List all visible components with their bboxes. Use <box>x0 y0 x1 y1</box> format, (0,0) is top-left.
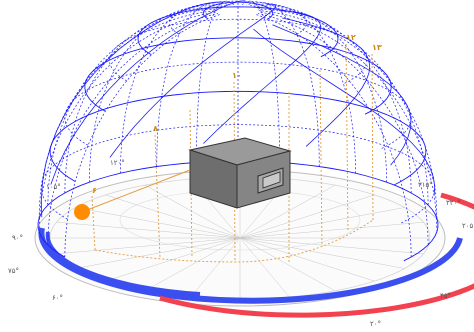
azimuth-label: ۲۰۵° <box>462 222 474 230</box>
ground-grid <box>50 177 430 299</box>
ground-grid-line <box>190 237 241 298</box>
sun-drop-line <box>91 195 96 251</box>
dome-sun-path-line <box>50 0 246 185</box>
dome-elevation-line <box>84 37 392 115</box>
dome-azimuth-line <box>258 10 438 219</box>
ground-grid-line <box>56 221 241 239</box>
building-window-inner <box>262 171 281 189</box>
dome-sun-path-line <box>203 10 322 144</box>
base-ring-blue-inner <box>45 231 201 296</box>
dome-azimuth-line <box>89 5 223 183</box>
ground-grid-line <box>239 194 375 239</box>
azimuth-label: ۳۳۰° <box>446 199 461 207</box>
dome-azimuth-line <box>47 12 219 245</box>
ground-grid-line <box>239 237 405 269</box>
hour-label-8: ۸ <box>153 124 158 133</box>
dome-azimuth-line <box>242 0 280 163</box>
base-ring-blue-arc <box>38 227 463 304</box>
dome-elevation-line <box>202 1 274 20</box>
sun-icon <box>74 204 90 220</box>
azimuth-label: ۹۰° <box>12 234 23 242</box>
ground-grid-line <box>239 237 424 255</box>
ground-grid-line <box>105 237 241 282</box>
ground-grid-line <box>239 184 336 239</box>
dome-sun-path-line <box>282 17 371 147</box>
ground-grid-line <box>239 237 336 292</box>
azimuth-label: ۶۰° <box>52 294 63 302</box>
dome-azimuth-line <box>255 14 412 258</box>
dome-sun-path-line <box>272 24 412 166</box>
dome-azimuth-line <box>38 11 218 232</box>
ground-grid-line <box>239 221 424 239</box>
ground-grid-line <box>75 207 241 239</box>
dome-azimuth-line <box>156 1 230 167</box>
ground-grid-line <box>239 207 405 239</box>
hour-label-6: ۶ <box>92 186 97 195</box>
dome-sun-path-line <box>109 3 277 158</box>
dome-azimuth-line <box>196 0 234 163</box>
dome-azimuth-line <box>258 11 438 232</box>
sun-drop-line <box>189 109 193 259</box>
dome-azimuth-line <box>253 5 387 183</box>
azimuth-label: ۱۰۵° <box>46 183 61 191</box>
dome-azimuth-line <box>257 12 429 245</box>
hour-label-10: ۱۰ <box>232 71 242 80</box>
sun-dome-mesh <box>37 0 439 262</box>
dome-elevation-line <box>109 18 367 84</box>
sun-drop-line <box>345 43 349 233</box>
dome-elevation-line <box>64 61 412 149</box>
base-ring-red-arc <box>159 192 474 318</box>
azimuth-label: ۷۵° <box>8 267 19 275</box>
ground-grid-line <box>144 184 241 239</box>
azimuth-label: ۱۲۰° <box>110 159 125 167</box>
azimuth-labels: ۳۱۵° ۳۳۰° ۲۰۵° ۱۲۰° ۱۰۵° ۹۰° ۷۵° ۶۰° ۴۵°… <box>8 159 474 328</box>
hour-label-13: ۱۳ <box>372 43 382 52</box>
azimuth-label: ۲۰° <box>370 320 381 328</box>
sun-drop-line <box>154 134 161 259</box>
hour-label-12: ۱۲ <box>346 33 356 42</box>
building-model <box>188 137 292 209</box>
ground-grid-line <box>239 237 375 282</box>
annual-base-ring <box>38 192 474 318</box>
dome-azimuth-line <box>246 1 320 167</box>
ground-grid-line <box>56 237 241 255</box>
hour-labels: ۶ ۸ ۱۰ ۱۲ ۱۳ <box>92 33 382 195</box>
azimuth-label: ۴۵° <box>440 292 451 300</box>
dome-azimuth-line <box>64 14 221 258</box>
sun-drop-line <box>319 69 323 247</box>
dome-sun-path-line <box>253 28 436 196</box>
ground-grid-line <box>144 237 241 292</box>
ground-grid-line <box>75 237 241 269</box>
azimuth-label: ۳۱۵° <box>418 181 433 189</box>
ground-grid-line <box>105 194 241 239</box>
dome-azimuth-line <box>250 3 356 174</box>
dome-sun-path-line <box>40 1 223 218</box>
ground-grid-line <box>239 237 290 298</box>
sun-ground-trace <box>94 219 374 263</box>
sun-marker <box>74 169 191 220</box>
